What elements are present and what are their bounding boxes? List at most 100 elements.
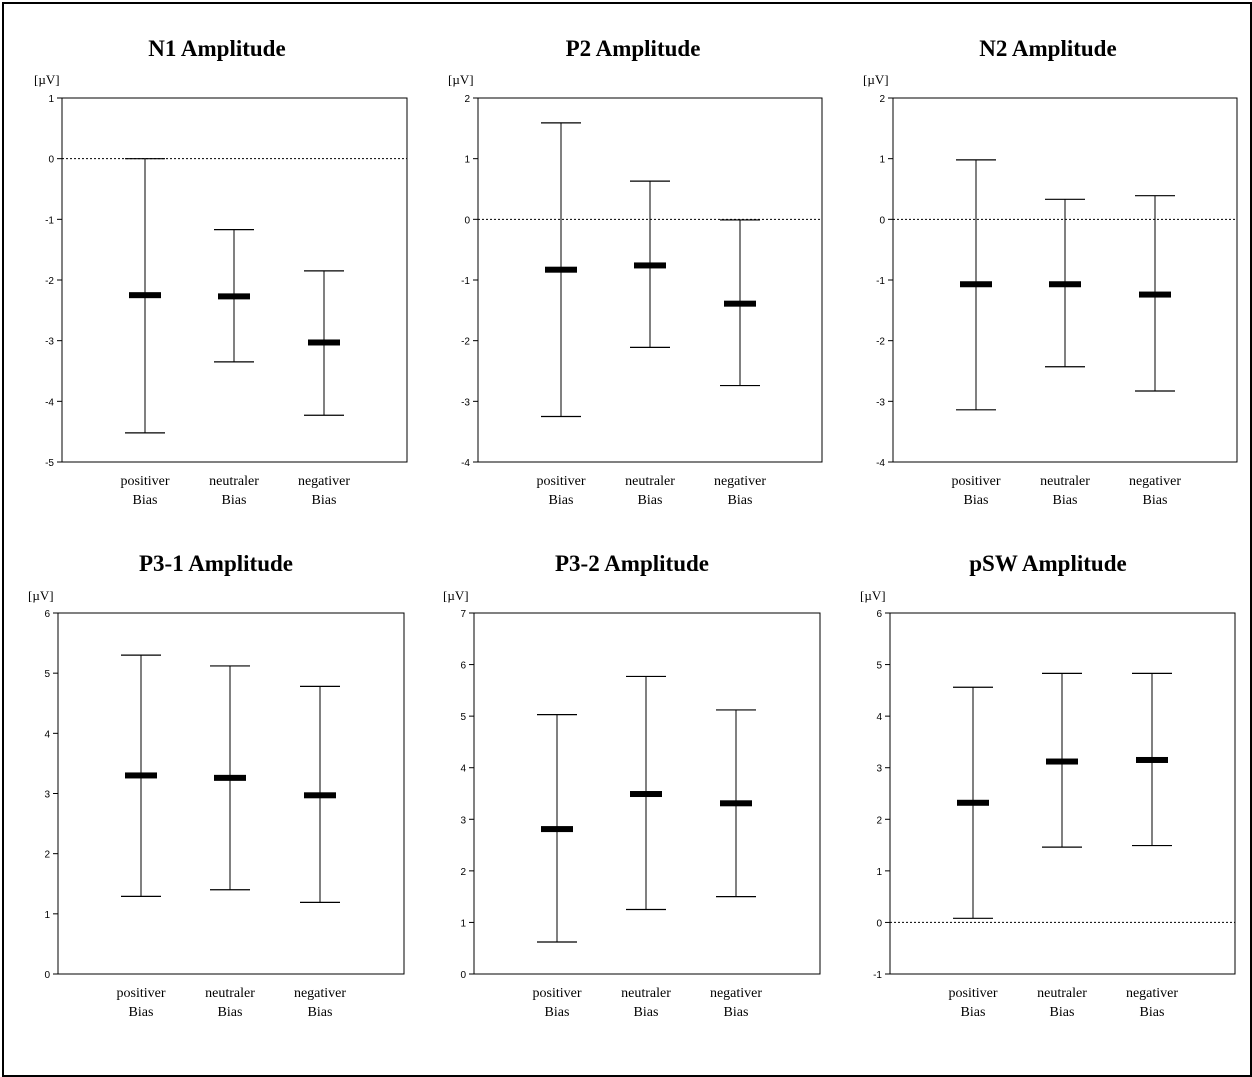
plot-area (473, 612, 821, 975)
chart-title: P3-1 Amplitude (139, 551, 293, 576)
mean-marker (957, 799, 989, 806)
category-label: positiver (949, 986, 998, 1001)
mean-marker (1049, 281, 1081, 288)
category-label: Bias (961, 1005, 986, 1020)
category-label: negativer (714, 474, 766, 489)
category-label: Bias (133, 493, 158, 508)
chart-panel: N2 Amplitude [µV] 2 1 0 -1 -2 -3 -4 positiver Bias… (863, 36, 1238, 508)
y-tick-label: 1 (48, 94, 54, 105)
y-axis-unit: [µV] (863, 72, 889, 87)
y-tick-label: -5 (45, 458, 54, 469)
y-tick-label: 6 (460, 661, 466, 672)
category-label: Bias (312, 493, 337, 508)
category-label: neutraler (209, 474, 259, 489)
mean-marker (218, 293, 250, 300)
category-label: Bias (724, 1005, 749, 1020)
category-label: neutraler (205, 986, 255, 1001)
chart-title: pSW Amplitude (969, 551, 1126, 576)
category-label: Bias (1143, 493, 1168, 508)
y-tick-label: -2 (876, 337, 885, 348)
y-axis-unit: [µV] (28, 588, 54, 603)
category-label: Bias (308, 1005, 333, 1020)
y-tick-label: -3 (876, 397, 885, 408)
category-label: Bias (728, 493, 753, 508)
mean-marker (1136, 756, 1168, 763)
category-label: positiver (952, 474, 1001, 489)
y-tick-label: 1 (876, 867, 882, 878)
mean-marker (125, 772, 157, 779)
y-tick-label: 3 (460, 815, 466, 826)
y-tick-label: -2 (461, 337, 470, 348)
category-label: negativer (710, 986, 762, 1001)
y-tick-label: 2 (44, 850, 50, 861)
y-tick-label: 1 (879, 155, 885, 166)
category-label: Bias (549, 493, 574, 508)
y-tick-label: 2 (460, 867, 466, 878)
category-label: neutraler (625, 474, 675, 489)
category-label: Bias (1050, 1005, 1075, 1020)
mean-marker (304, 792, 336, 799)
y-tick-label: -1 (876, 276, 885, 287)
category-label: positiver (533, 986, 582, 1001)
y-tick-label: -2 (45, 276, 54, 287)
category-label: Bias (634, 1005, 659, 1020)
y-tick-label: 6 (44, 609, 50, 620)
y-tick-label: -3 (45, 337, 54, 348)
category-label: negativer (294, 986, 346, 1001)
y-tick-label: 5 (460, 712, 466, 723)
category-label: neutraler (1040, 474, 1090, 489)
y-tick-label: 3 (44, 790, 50, 801)
category-label: Bias (638, 493, 663, 508)
category-label: positiver (537, 474, 586, 489)
y-tick-label: 7 (460, 609, 466, 620)
y-tick-label: 0 (879, 215, 885, 226)
chart-title: P3-2 Amplitude (555, 551, 709, 576)
mean-marker (634, 262, 666, 269)
y-axis-unit: [µV] (34, 72, 60, 87)
mean-marker (1139, 291, 1171, 298)
y-tick-label: 2 (879, 94, 885, 105)
y-tick-label: 0 (464, 215, 470, 226)
mean-marker (1046, 758, 1078, 765)
y-tick-label: 0 (44, 970, 50, 981)
y-tick-label: 1 (464, 155, 470, 166)
y-tick-label: -1 (461, 276, 470, 287)
category-label: neutraler (621, 986, 671, 1001)
mean-marker (308, 339, 340, 346)
mean-marker (214, 774, 246, 781)
chart-panel: P3-2 Amplitude [µV] 7 6 5 4 3 2 1 0 positiver Bias n… (443, 551, 821, 1020)
y-tick-label: 4 (876, 712, 882, 723)
y-axis-unit: [µV] (860, 588, 886, 603)
chart-title: P2 Amplitude (566, 36, 701, 61)
mean-marker (545, 266, 577, 273)
y-tick-label: 4 (460, 764, 466, 775)
y-tick-label: -4 (876, 458, 885, 469)
chart-panel: P2 Amplitude [µV] 2 1 0 -1 -2 -3 -4 positiver Bias… (448, 36, 823, 508)
y-tick-label: 1 (460, 918, 466, 929)
y-tick-label: 5 (44, 669, 50, 680)
y-tick-label: -1 (45, 215, 54, 226)
y-tick-label: 6 (876, 609, 882, 620)
category-label: negativer (298, 474, 350, 489)
chart-title: N1 Amplitude (148, 36, 285, 61)
category-label: positiver (117, 986, 166, 1001)
category-label: neutraler (1037, 986, 1087, 1001)
y-tick-label: 2 (464, 94, 470, 105)
y-axis-unit: [µV] (443, 588, 469, 603)
category-label: Bias (222, 493, 247, 508)
plot-area (889, 612, 1236, 975)
mean-marker (720, 800, 752, 807)
mean-marker (630, 791, 662, 798)
category-label: Bias (545, 1005, 570, 1020)
category-label: Bias (964, 493, 989, 508)
y-tick-label: 2 (876, 815, 882, 826)
mean-marker (541, 826, 573, 833)
y-tick-label: -4 (461, 458, 470, 469)
category-label: negativer (1129, 474, 1181, 489)
y-tick-label: 5 (876, 661, 882, 672)
plot-area (57, 612, 405, 975)
chart-panel: pSW Amplitude [µV] 6 5 4 3 2 1 0 -1 positiver Bias n… (860, 551, 1236, 1020)
y-tick-label: 0 (460, 970, 466, 981)
category-label: Bias (1140, 1005, 1165, 1020)
